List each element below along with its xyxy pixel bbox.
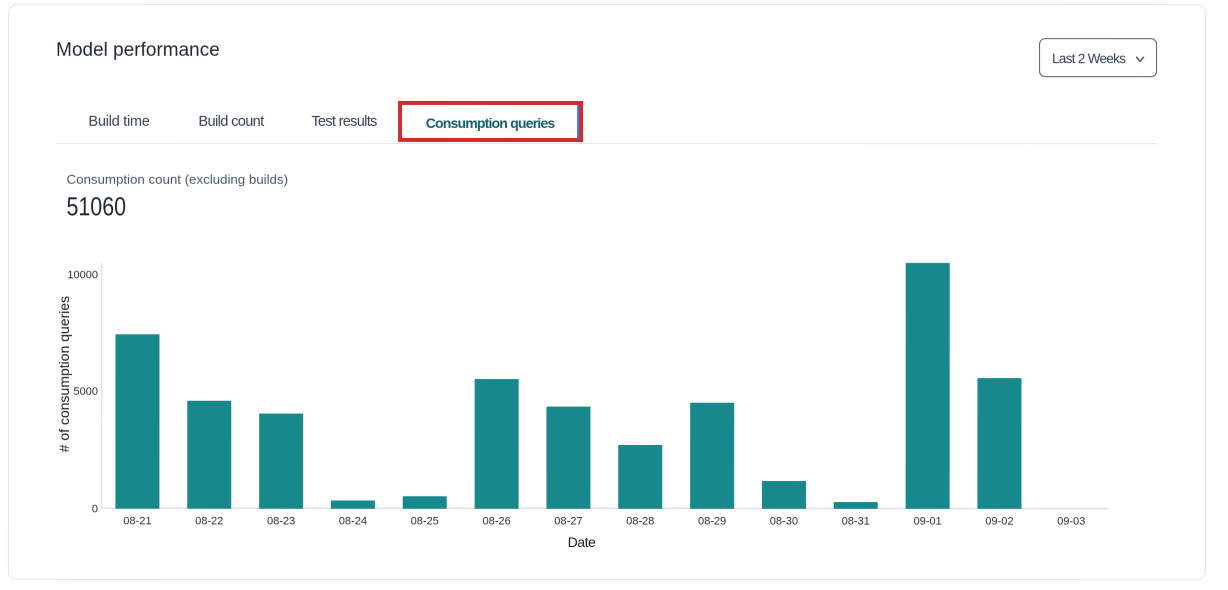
svg-text:09-02: 09-02 (985, 516, 1013, 528)
svg-text:08-27: 08-27 (554, 515, 582, 527)
svg-text:0: 0 (92, 503, 98, 515)
svg-text:5000: 5000 (73, 386, 97, 398)
svg-text:08-21: 08-21 (123, 515, 151, 527)
svg-text:10000: 10000 (67, 269, 98, 281)
svg-text:08-31: 08-31 (842, 515, 870, 527)
svg-text:# of consumption queries: # of consumption queries (56, 296, 72, 452)
svg-text:08-22: 08-22 (195, 515, 223, 527)
svg-text:08-30: 08-30 (770, 515, 798, 527)
svg-text:51060: 51060 (67, 191, 127, 221)
svg-text:08-29: 08-29 (698, 515, 726, 527)
svg-text:09-03: 09-03 (1057, 516, 1085, 528)
svg-text:08-28: 08-28 (626, 515, 654, 527)
svg-text:08-26: 08-26 (483, 515, 511, 527)
svg-text:08-24: 08-24 (339, 515, 367, 527)
svg-text:09-01: 09-01 (914, 516, 942, 528)
svg-text:08-25: 08-25 (411, 515, 439, 527)
svg-text:Date: Date (568, 534, 596, 550)
svg-text:08-23: 08-23 (267, 515, 295, 527)
svg-text:Consumption count (excluding b: Consumption count (excluding builds) (67, 172, 289, 187)
